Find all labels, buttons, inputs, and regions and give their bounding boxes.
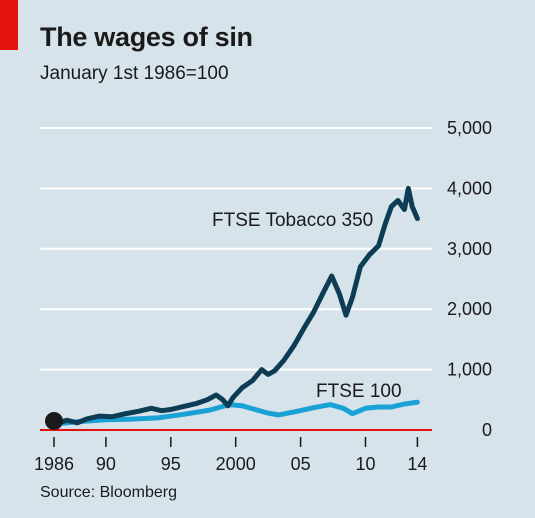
- series-lines: [51, 185, 420, 427]
- y-tick-label-3000: 3,000: [447, 239, 492, 259]
- x-tick-label-2000: 2000: [216, 454, 256, 474]
- y-tick-label-5000: 5,000: [447, 118, 492, 138]
- start-marker-group: [45, 411, 63, 430]
- tobacco-series-label: FTSE Tobacco 350: [212, 210, 373, 231]
- ftse100-series-label: FTSE 100: [316, 381, 402, 402]
- y-tick-label-0: 0: [482, 420, 492, 440]
- gridlines: [40, 127, 432, 431]
- x-tick-label-90: 90: [96, 454, 116, 474]
- series-line-ftse-100: [51, 399, 420, 427]
- red-accent-bar: [0, 0, 18, 50]
- x-tick-label-10: 10: [355, 454, 375, 474]
- x-tick-label-1986: 1986: [34, 454, 74, 474]
- y-axis-labels: 0 1,000 2,000 3,000 4,000 5,000: [447, 118, 492, 440]
- start-point-marker: [45, 411, 63, 430]
- x-tick-label-14: 14: [407, 454, 427, 474]
- chart-subtitle: January 1st 1986=100: [40, 63, 229, 84]
- source-note: Source: Bloomberg: [40, 484, 177, 501]
- y-tick-label-1000: 1,000: [447, 360, 492, 380]
- y-tick-label-4000: 4,000: [447, 178, 492, 198]
- series-line-ftse-tobacco-350: [51, 185, 420, 427]
- x-tick-label-95: 95: [161, 454, 181, 474]
- x-tick-label-05: 05: [291, 454, 311, 474]
- x-axis: 1986 90 95 2000 05 10 14: [34, 437, 427, 474]
- y-tick-label-2000: 2,000: [447, 299, 492, 319]
- chart-title: The wages of sin: [40, 22, 253, 52]
